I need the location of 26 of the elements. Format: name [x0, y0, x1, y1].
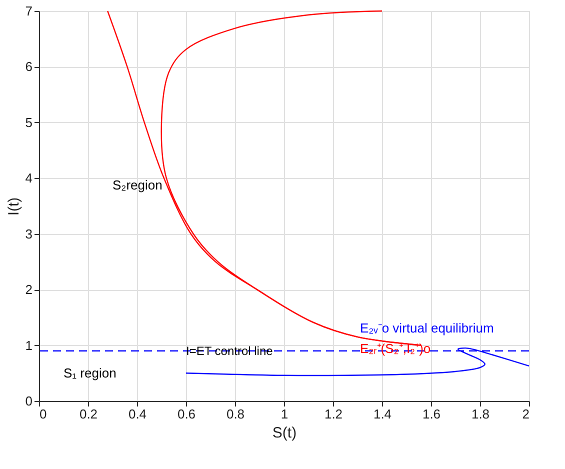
x-tick-label: 1.6 [422, 406, 441, 422]
ref-line-label: I=ET control line [186, 344, 274, 358]
x-tick-label: 1 [280, 406, 288, 422]
x-tick-label: 0.6 [177, 406, 196, 422]
y-tick-label: 3 [25, 226, 32, 242]
y-axis-title: I(t) [5, 197, 22, 216]
y-tick-label: 2 [25, 282, 32, 298]
x-tick-label: 0 [40, 406, 47, 422]
annotation: S₂region [112, 177, 162, 192]
x-tick-label: 1.8 [471, 406, 490, 422]
x-tick-label: 0.4 [128, 406, 147, 422]
x-tick-label: 1.4 [373, 406, 392, 422]
x-axis-title: S(t) [272, 424, 297, 442]
y-tick-label: 5 [25, 114, 32, 130]
x-tick-label: 1.2 [324, 406, 343, 422]
y-tick-label: 0 [25, 394, 32, 408]
y-tick-label: 6 [25, 59, 32, 74]
y-tick-label: 1 [25, 338, 32, 353]
annotation: S₁ region [64, 365, 116, 380]
x-tick-label: 2 [522, 406, 530, 422]
x-tick-label: 0.2 [79, 406, 98, 422]
y-tick-label: 4 [25, 170, 32, 186]
annotation: E₂ᵥ⁻o virtual equilibrium [360, 320, 494, 336]
annotation: E₂ᵣ⁺(S₂⁺,I₂⁺)o [360, 341, 431, 356]
y-tick-label: 7 [25, 4, 32, 18]
x-tick-label: 0.8 [226, 406, 245, 422]
